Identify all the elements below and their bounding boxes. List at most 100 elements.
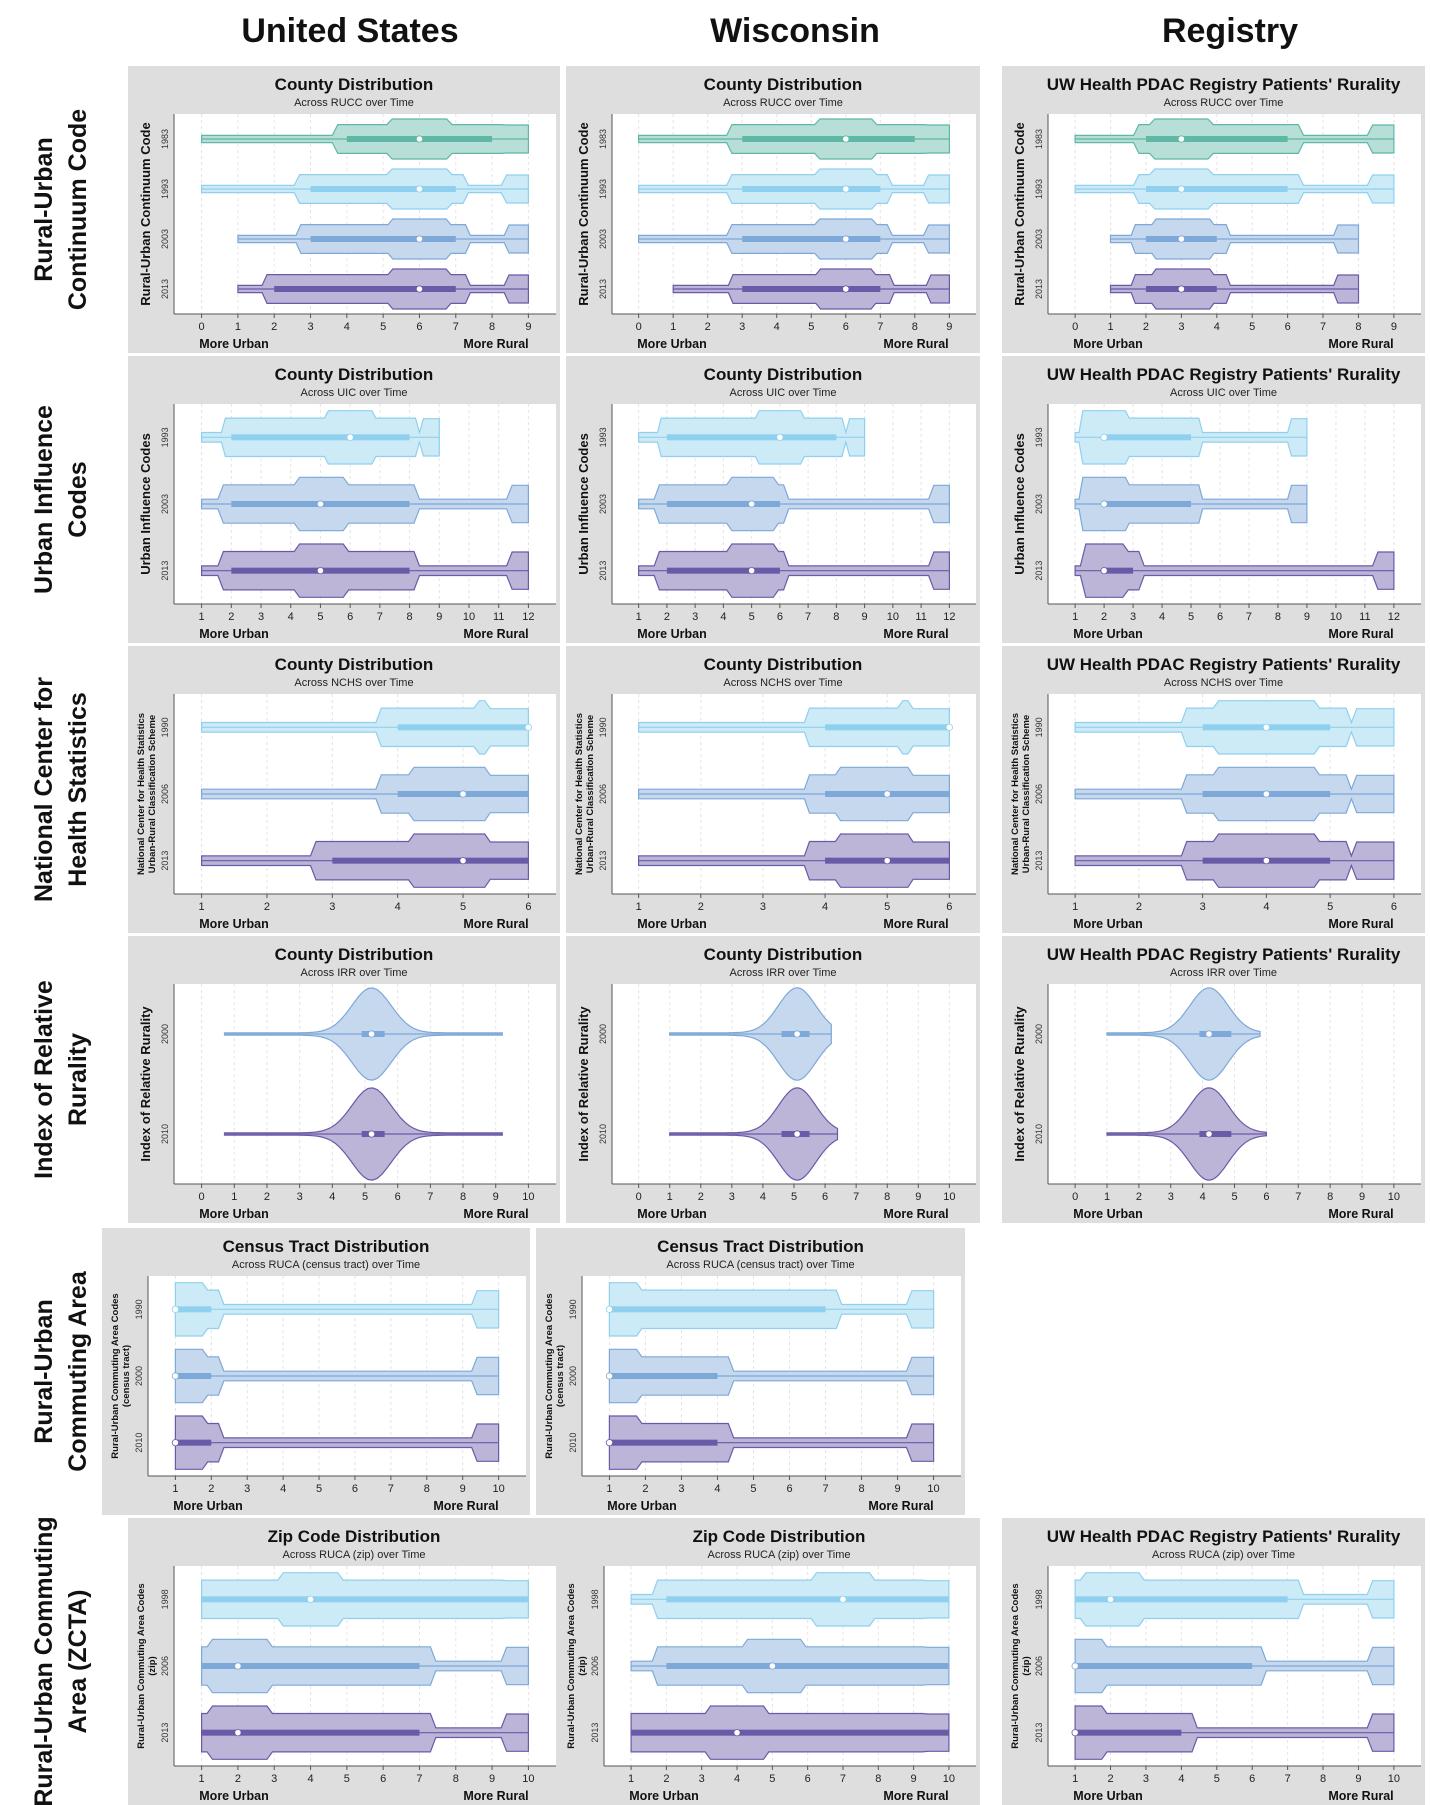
x-tick-label: 3	[258, 611, 264, 623]
y-axis-label: Rural-Urban Commuting Area Codes (zip)	[566, 1583, 588, 1748]
x-tick-label: 8	[912, 321, 918, 333]
chart-panel-4-1: Census Tract Distribution Across RUCA (ce…	[536, 1228, 965, 1515]
x-tick-label: 3	[1200, 901, 1206, 913]
chart-subtitle: Across IRR over Time	[1170, 967, 1277, 979]
violin-2006: 2006	[1034, 1638, 1395, 1694]
axis-end-more-rural: More Rural	[1328, 917, 1393, 931]
x-tick-label: 6	[1285, 321, 1291, 333]
axis-end-more-rural: More Rural	[1328, 627, 1393, 641]
violin-2013: 2013	[1034, 833, 1395, 888]
violin-2013: 2013	[598, 833, 950, 888]
x-tick-label: 3	[1143, 1773, 1149, 1785]
x-tick-label: 3	[729, 1191, 735, 1203]
x-tick-label: 5	[769, 1773, 775, 1785]
x-tick-label: 5	[460, 901, 466, 913]
x-tick-label: 10	[492, 1483, 504, 1495]
violin-1990: 1990	[568, 1282, 935, 1337]
axis-end-more-urban: More Urban	[637, 1207, 706, 1221]
chart-title: County Distribution	[275, 655, 434, 674]
x-tick-label: 1	[1104, 1191, 1110, 1203]
y-axis-label-text: Index of Relative Rurality	[138, 1006, 153, 1162]
violin-median-dot	[605, 1305, 614, 1313]
row-header-rural-urban-commuting-area-zcta: Rural-Urban Commuting Area (ZCTA)	[30, 1516, 92, 1805]
y-axis-label-line: (zip)	[577, 1656, 588, 1676]
x-tick-label: 4	[714, 1483, 720, 1495]
x-tick-label: 5	[344, 1773, 350, 1785]
y-axis-label-line: (zip)	[1021, 1656, 1032, 1676]
x-tick-label: 10	[522, 1773, 534, 1785]
x-tick-label: 5	[808, 321, 814, 333]
violin-iqr-box	[1145, 186, 1288, 192]
chart-panels: County Distribution Across RUCC over Time…	[102, 66, 1425, 1805]
x-tick-label: 9	[489, 1773, 495, 1785]
chart-title: County Distribution	[704, 365, 863, 384]
axis-end-more-urban: More Urban	[199, 337, 268, 351]
violin-2003: 2003	[598, 476, 950, 532]
violin-iqr-box	[201, 1596, 529, 1603]
x-tick-label: 8	[1320, 1773, 1326, 1785]
violin-median-dot	[316, 567, 325, 575]
axis-end-more-urban: More Urban	[1073, 917, 1142, 931]
violin-median-dot	[605, 1439, 614, 1447]
y-axis-label-text: Urban Influence Codes	[138, 433, 153, 575]
column-header-wisconsin: Wisconsin	[710, 12, 880, 50]
axis-end-more-rural: More Rural	[883, 1789, 948, 1803]
violin-2003: 2003	[1034, 476, 1308, 532]
violin-median-dot	[1177, 135, 1185, 143]
row-header-urban-influence-codes: Urban Influence Codes	[30, 405, 92, 594]
violin-median-dot	[883, 857, 891, 865]
violin-iqr-box	[175, 1373, 212, 1379]
x-tick-label: 3	[739, 321, 745, 333]
x-tick-label: 8	[460, 1191, 466, 1203]
y-axis-label-text: Urban Influence Codes	[1012, 433, 1027, 575]
x-tick-label: 7	[1285, 1773, 1291, 1785]
y-tick-label: 2013	[1034, 279, 1044, 299]
violin-median-dot	[316, 500, 325, 508]
chart-panel-3-1: County Distribution Across IRR over Time 0…	[566, 936, 980, 1223]
row-header-line: Health Statistics	[64, 692, 92, 887]
row-header-line: Urban Influence	[30, 405, 58, 594]
y-axis-label-line: (census tract)	[555, 1345, 566, 1407]
y-tick-label: 2010	[1034, 1124, 1044, 1144]
x-tick-label: 7	[1246, 611, 1252, 623]
violin-median-dot	[1205, 1030, 1213, 1038]
violin-2013: 2013	[598, 268, 950, 310]
x-tick-label: 5	[1249, 321, 1255, 333]
chart-panel-3-2: UW Health PDAC Registry Patients' Rurali…	[1002, 936, 1425, 1223]
x-tick-label: 7	[1295, 1191, 1301, 1203]
y-axis-label-line: Rural-Urban Commuting Area Codes	[110, 1293, 121, 1458]
y-tick-label: 2003	[598, 494, 608, 514]
y-axis-label: Rural-Urban Continuum Code	[576, 122, 591, 305]
violin-2006: 2006	[598, 766, 950, 822]
violin-1990: 1990	[598, 700, 953, 755]
x-tick-label: 8	[1355, 321, 1361, 333]
violin-2013: 2013	[598, 543, 950, 598]
y-axis-label: National Center for Health Statistics Urb…	[574, 713, 596, 875]
violin-median-dot	[883, 790, 891, 798]
y-tick-label: 2000	[568, 1366, 578, 1386]
x-tick-label: 7	[840, 1773, 846, 1785]
x-tick-label: 10	[943, 1773, 955, 1785]
violin-1993: 1993	[1034, 410, 1308, 465]
x-tick-label: 9	[1359, 1191, 1365, 1203]
violin-1993: 1993	[598, 410, 866, 465]
column-headers: United States Wisconsin Registry	[241, 12, 1298, 50]
row-header-line: Commuting Area	[64, 1270, 92, 1472]
violin-iqr-box	[742, 186, 881, 192]
x-tick-label: 6	[777, 611, 783, 623]
row-header-rural-urban-continuum-code: Rural-Urban Continuum Code	[30, 109, 92, 310]
x-tick-label: 3	[307, 321, 313, 333]
x-tick-label: 3	[1168, 1191, 1174, 1203]
axis-end-more-urban: More Urban	[607, 1499, 676, 1513]
axis-end-more-urban: More Urban	[1073, 337, 1142, 351]
x-tick-label: 5	[791, 1191, 797, 1203]
y-tick-label: 2013	[160, 279, 170, 299]
x-tick-label: 1	[199, 901, 205, 913]
x-tick-label: 5	[1327, 901, 1333, 913]
chart-subtitle: Across UIC over Time	[301, 387, 408, 399]
y-axis-label-line: Rural-Urban Commuting Area Codes	[1010, 1583, 1021, 1748]
x-tick-label: 8	[833, 611, 839, 623]
x-tick-label: 9	[862, 611, 868, 623]
violin-median-dot	[234, 1729, 242, 1737]
x-tick-label: 3	[297, 1191, 303, 1203]
